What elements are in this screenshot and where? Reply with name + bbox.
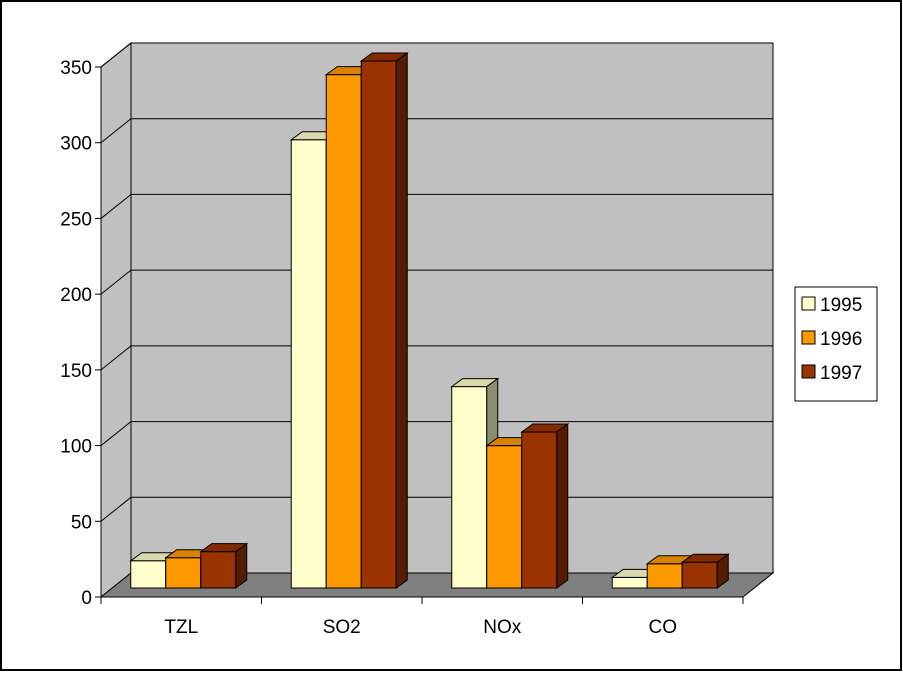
walls — [99, 41, 775, 599]
bar — [199, 542, 249, 589]
y-tick-label: 150 — [60, 361, 92, 382]
legend-swatch — [801, 364, 816, 379]
gridline-side — [100, 42, 132, 68]
side-wall — [100, 41, 132, 599]
bar-side — [395, 52, 408, 589]
bar-front — [611, 576, 648, 589]
bar-front — [325, 74, 362, 589]
legend-swatch — [801, 296, 816, 311]
y-tick-label: 350 — [60, 58, 92, 79]
bar — [520, 423, 570, 589]
bar-side — [716, 553, 729, 589]
bar — [359, 52, 409, 589]
y-tick-label: 250 — [60, 209, 92, 230]
legend-label: 1995 — [820, 295, 862, 316]
x-tick-label: SO2 — [323, 617, 361, 638]
y-tick-label: 100 — [60, 437, 92, 458]
legend: 1995 1996 1997 — [794, 286, 878, 402]
bar-front — [451, 386, 488, 589]
bar-side — [556, 423, 569, 589]
bar-front — [521, 431, 558, 589]
y-tick-label: 300 — [60, 134, 92, 155]
bar-front — [360, 60, 397, 589]
y-tick-label: 0 — [81, 588, 92, 609]
bar-front — [681, 561, 718, 589]
bar-front — [646, 563, 683, 589]
bar-front — [165, 557, 202, 589]
legend-label: 1997 — [820, 363, 862, 384]
y-tick-label: 50 — [71, 512, 92, 533]
bar-front — [200, 551, 237, 589]
bars — [129, 52, 730, 589]
legend-swatch — [801, 330, 816, 345]
gridline-side — [100, 269, 132, 295]
bar-front — [486, 445, 523, 589]
tick-labels: 0 50 100 150 200 250 300 350 TZL SO2 NOx CO — [60, 58, 677, 638]
bar-front — [130, 560, 167, 589]
x-tick-label: NOx — [483, 617, 522, 638]
x-tick-label: CO — [649, 617, 678, 638]
gridline-side — [100, 345, 132, 371]
gridline-side — [100, 194, 132, 219]
axes — [95, 66, 744, 604]
gridline-side — [100, 496, 132, 522]
bar-side — [235, 542, 248, 589]
bar-front — [290, 139, 327, 589]
y-tick-label: 200 — [60, 285, 92, 306]
x-tick-label: TZL — [164, 617, 198, 638]
bar — [680, 553, 730, 589]
gridline-side — [100, 421, 132, 446]
gridline-side — [100, 118, 132, 144]
legend-label: 1996 — [820, 329, 862, 350]
